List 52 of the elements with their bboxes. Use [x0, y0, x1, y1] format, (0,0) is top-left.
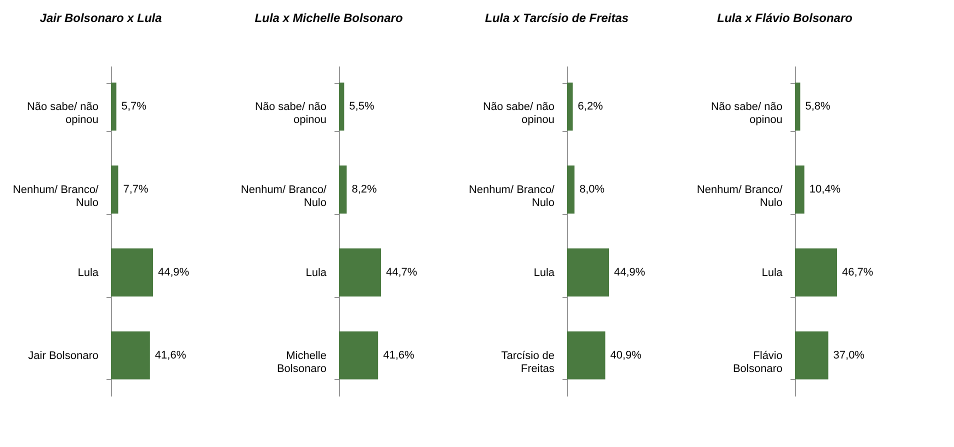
- bar: [795, 331, 828, 380]
- data-label: 5,8%: [805, 100, 831, 113]
- y-tick-label: Nenhum/ Branco/ Nulo: [12, 184, 100, 210]
- data-label: 5,5%: [349, 100, 374, 113]
- y-tick-label: Não sabe/ não opinou: [26, 101, 98, 126]
- data-label: 7,7%: [123, 184, 148, 196]
- y-tick-label: Flávio Bolsonaro: [732, 350, 782, 375]
- data-label: 37,0%: [833, 349, 865, 362]
- bar: [111, 165, 118, 214]
- data-label: 41,6%: [383, 349, 414, 362]
- y-tick-label: Não sabe/ não opinou: [710, 101, 782, 126]
- y-tick-label: Nenhum/ Branco/ Nulo: [240, 184, 328, 210]
- data-label: 40,9%: [610, 349, 642, 362]
- y-tick-label: Tarcísio de Freitas: [501, 350, 555, 375]
- y-tick-label: Lula: [306, 266, 328, 279]
- data-label: 8,0%: [579, 184, 605, 196]
- y-tick-label: Não sabe/ não opinou: [482, 101, 554, 126]
- y-tick-label: Lula: [534, 266, 556, 279]
- data-label: 5,7%: [121, 100, 147, 113]
- bar: [111, 331, 150, 380]
- bar: [567, 165, 574, 214]
- chart-title: Lula x Michelle Bolsonaro: [254, 11, 403, 25]
- bar: [111, 82, 116, 131]
- bar: [111, 248, 153, 297]
- data-label: 8,2%: [352, 184, 377, 196]
- y-tick-label: Jair Bolsonaro: [28, 350, 98, 362]
- bar: [339, 248, 381, 297]
- data-label: 44,9%: [158, 266, 190, 278]
- y-tick-label: Lula: [762, 266, 784, 279]
- bar: [567, 331, 606, 380]
- data-label: 6,2%: [578, 100, 604, 113]
- bar: [339, 331, 378, 380]
- bar: [795, 82, 800, 131]
- bar: [795, 165, 804, 214]
- data-label: 41,6%: [154, 349, 186, 362]
- data-label: 44,7%: [386, 266, 418, 278]
- y-tick-label: Não sabe/ não opinou: [254, 101, 326, 126]
- chart-title: Lula x Flávio Bolsonaro: [717, 11, 852, 25]
- bar: [339, 165, 347, 214]
- bar: [567, 248, 609, 297]
- y-tick-label: Michelle Bolsonaro: [276, 350, 326, 375]
- data-label: 46,7%: [842, 266, 874, 278]
- chart-title: Jair Bolsonaro x Lula: [40, 11, 162, 25]
- data-label: 44,9%: [614, 266, 646, 278]
- data-label: 10,4%: [809, 184, 841, 196]
- y-tick-label: Lula: [78, 266, 100, 279]
- bar: [795, 248, 837, 297]
- bar: [567, 82, 573, 131]
- bar: [339, 82, 344, 131]
- y-tick-label: Nenhum/ Branco/ Nulo: [468, 184, 556, 210]
- chart-title: Lula x Tarcísio de Freitas: [484, 11, 629, 25]
- y-tick-label: Nenhum/ Branco/ Nulo: [696, 184, 784, 210]
